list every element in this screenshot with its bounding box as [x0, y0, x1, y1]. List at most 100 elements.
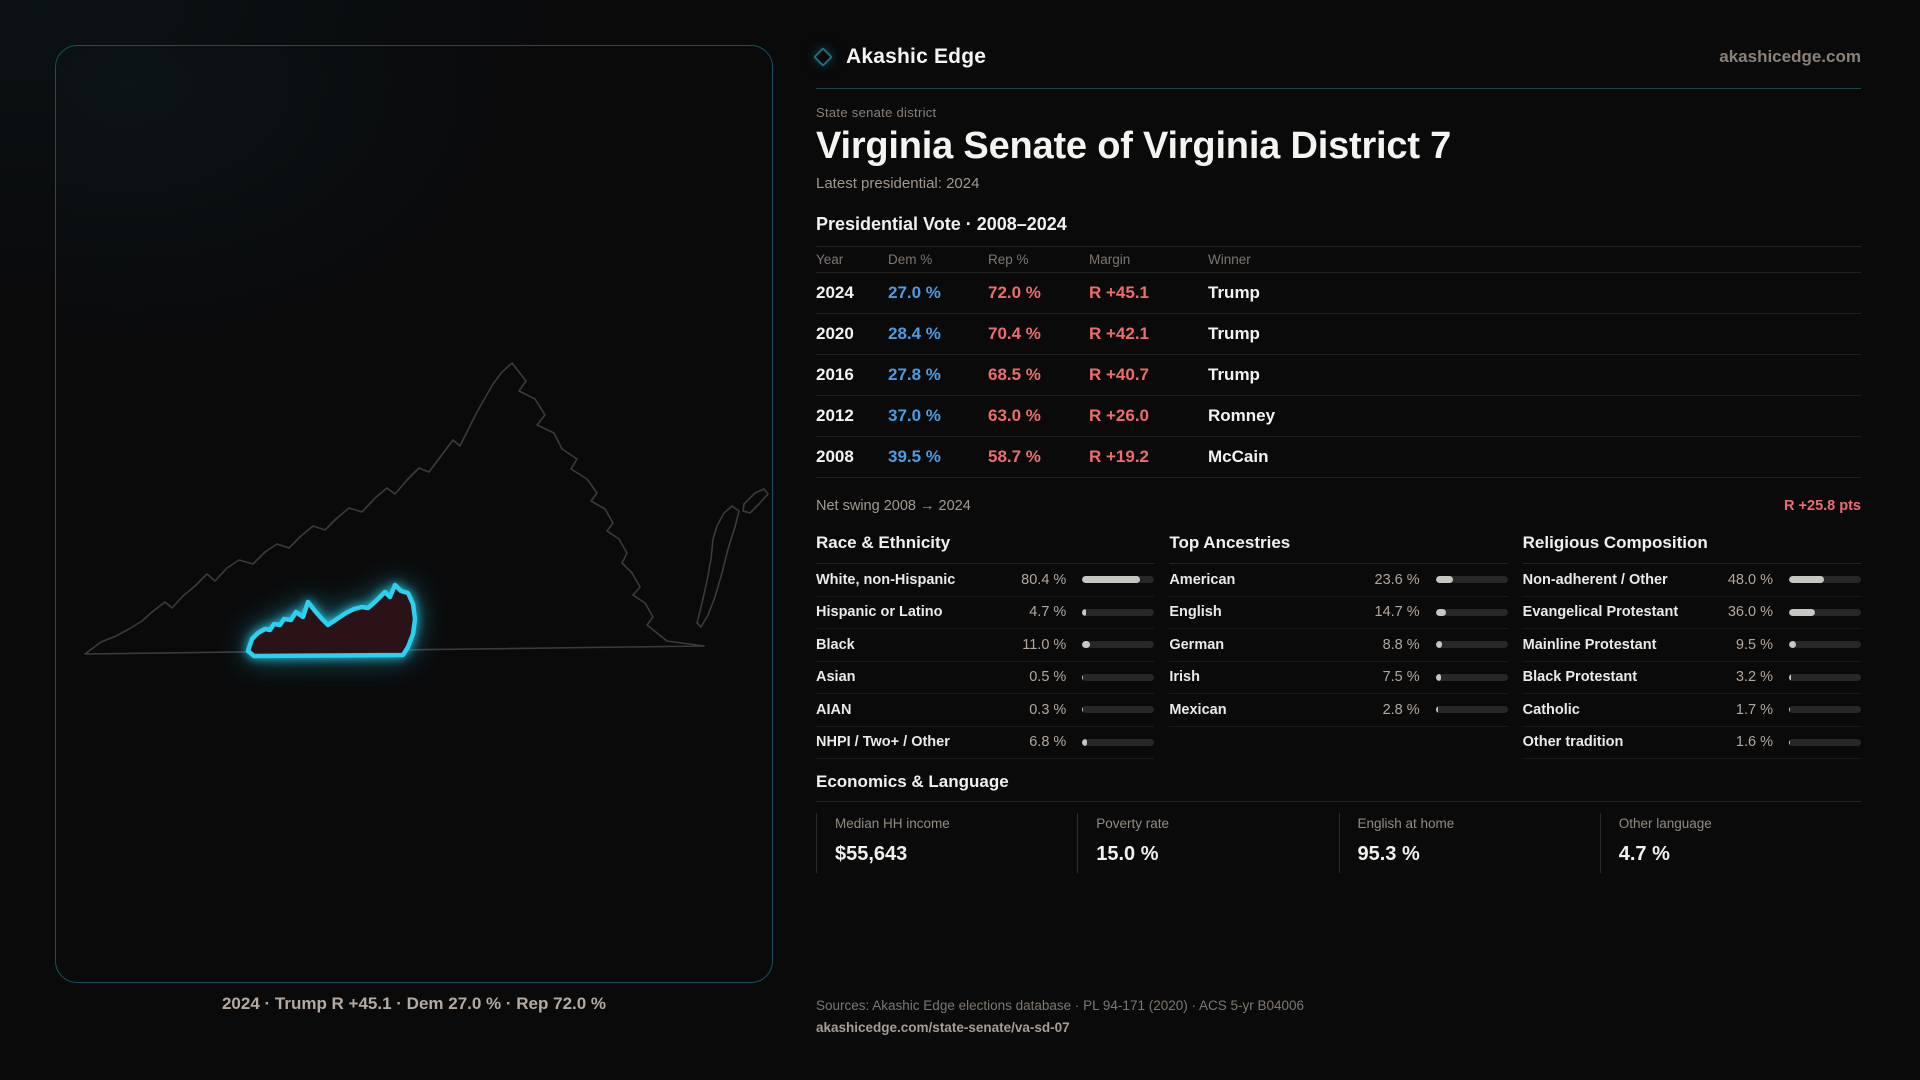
demographic-value: 1.7 % [1735, 701, 1773, 718]
demographic-label: NHPI / Two+ / Other [816, 734, 950, 751]
stat-card: Other language 4.7 % [1599, 813, 1861, 873]
stat-bar-fill [1082, 738, 1088, 746]
stat-bar-fill [1082, 608, 1086, 616]
demographic-label: AIAN [816, 701, 852, 718]
demographic-label: American [1169, 571, 1236, 588]
page-title: Virginia Senate of Virginia District 7 [816, 125, 1452, 167]
stat-value: 15.0 % [1096, 843, 1159, 865]
section-heading: Top Ancestries [1169, 533, 1291, 552]
demographic-row: Non-adherent / Other 48.0 % [1522, 564, 1861, 597]
demographic-value: 0.5 % [1029, 669, 1067, 686]
demographic-row: Other tradition 1.6 % [1522, 727, 1861, 759]
eastern-shore-outline [696, 505, 740, 628]
vote-dem-pct: 27.0 % [888, 283, 941, 302]
map-caption: 2024 · Trump R +45.1 · Dem 27.0 % · Rep … [221, 994, 607, 1013]
vote-year: 2016 [816, 365, 854, 384]
section-heading: Religious Composition [1522, 533, 1708, 552]
vote-rep-pct: 72.0 % [988, 283, 1041, 302]
col-winner: Winner [1208, 252, 1251, 267]
demographic-value: 9.5 % [1735, 636, 1773, 653]
economics-stats-row: Median HH income $55,643 Poverty rate 15… [816, 813, 1861, 873]
demographics-grid: Race & Ethnicity White, non-Hispanic 80.… [816, 532, 1861, 759]
vote-rep-pct: 68.5 % [988, 365, 1041, 384]
stat-bar-fill [1789, 738, 1791, 746]
demographic-value: 36.0 % [1727, 604, 1773, 621]
latest-presidential-note: Latest presidential: 2024 [816, 175, 980, 192]
demographic-label: Black [816, 636, 855, 653]
stat-bar-track [1082, 641, 1155, 649]
demographic-row: Irish 7.5 % [1169, 662, 1508, 694]
stat-bar-fill [1789, 673, 1792, 681]
demographic-value: 7.5 % [1382, 669, 1420, 686]
demographic-label: Evangelical Protestant [1522, 604, 1679, 621]
section-heading: Race & Ethnicity [816, 533, 951, 552]
vote-table-row: 2016 27.8 % 68.5 % R +40.7 Trump [816, 355, 1861, 396]
brand-name: Akashic Edge [846, 45, 987, 68]
vote-dem-pct: 28.4 % [888, 324, 941, 343]
stat-bar-fill [1789, 576, 1824, 584]
stat-bar-track [1789, 738, 1861, 746]
stat-label: Median HH income [835, 816, 950, 831]
stat-bar-track [1082, 576, 1155, 584]
stat-bar-fill [1789, 641, 1796, 649]
demographic-value: 11.0 % [1022, 636, 1067, 653]
brand-header: Akashic Edge akashicedge.com [813, 42, 1861, 72]
vote-rep-pct: 58.7 % [988, 447, 1041, 466]
vote-dem-pct: 37.0 % [888, 406, 941, 425]
demographic-label: Black Protestant [1522, 669, 1638, 686]
economics-heading: Economics & Language [816, 772, 1009, 791]
stat-bar-track [1082, 738, 1155, 746]
vote-winner: Romney [1208, 406, 1276, 425]
col-margin: Margin [1089, 252, 1131, 267]
demographic-value: 1.6 % [1735, 734, 1773, 751]
demographic-row: Mainline Protestant 9.5 % [1522, 629, 1861, 662]
stat-bar-track [1789, 576, 1861, 584]
diamond-logo-icon [813, 47, 833, 67]
vote-year: 2020 [816, 324, 854, 343]
stat-label: Other language [1618, 816, 1712, 831]
stat-bar-track [1789, 608, 1861, 616]
stat-label: English at home [1357, 816, 1455, 831]
vote-margin: R +45.1 [1089, 283, 1150, 302]
vote-margin: R +42.1 [1089, 324, 1150, 343]
demographic-row: Evangelical Protestant 36.0 % [1522, 597, 1861, 629]
vote-margin: R +19.2 [1089, 447, 1150, 466]
stat-bar-track [1435, 706, 1508, 714]
stat-bar-track [1435, 673, 1508, 681]
stat-bar-track [1789, 641, 1861, 649]
stat-bar-fill [1435, 706, 1438, 714]
stat-card: Poverty rate 15.0 % [1077, 813, 1338, 873]
demographic-label: Mainline Protestant [1522, 636, 1657, 653]
district-7-shape[interactable] [245, 582, 418, 659]
vote-winner: Trump [1208, 283, 1260, 302]
divider [1169, 563, 1508, 564]
brand-domain-link[interactable]: akashicedge.com [1719, 47, 1861, 66]
demographic-row: White, non-Hispanic 80.4 % [816, 564, 1155, 597]
demographic-value: 6.8 % [1029, 734, 1067, 751]
sources-note: Sources: Akashic Edge elections database… [816, 998, 1305, 1013]
vote-table-row: 2024 27.0 % 72.0 % R +45.1 Trump [816, 273, 1861, 314]
coastal-fragment-outline [742, 488, 769, 514]
vote-table-title: Presidential Vote · 2008–2024 [816, 214, 1067, 234]
divider [1522, 563, 1861, 564]
demographic-row: German 8.8 % [1169, 629, 1508, 662]
demographic-row: American 23.6 % [1169, 564, 1508, 597]
demographic-row: Catholic 1.7 % [1522, 694, 1861, 727]
stat-bar-fill [1435, 673, 1442, 681]
demographic-label: Mexican [1169, 701, 1227, 718]
stat-bar-track [1789, 706, 1861, 714]
stat-value: 95.3 % [1357, 843, 1420, 865]
divider [816, 801, 1861, 802]
demographic-label: Non-adherent / Other [1522, 571, 1668, 588]
stat-bar-track [1435, 641, 1508, 649]
page-url-link[interactable]: akashicedge.com/state-senate/va-sd-07 [816, 1020, 1070, 1035]
vote-rep-pct: 63.0 % [988, 406, 1041, 425]
vote-rep-pct: 70.4 % [988, 324, 1041, 343]
vote-margin: R +40.7 [1089, 365, 1150, 384]
demographic-value: 48.0 % [1727, 571, 1773, 588]
stat-bar-fill [1435, 641, 1442, 649]
stat-value: $55,643 [835, 843, 908, 865]
stat-bar-fill [1435, 576, 1453, 584]
demographic-label: Hispanic or Latino [816, 604, 943, 621]
col-dem: Dem % [888, 252, 933, 267]
